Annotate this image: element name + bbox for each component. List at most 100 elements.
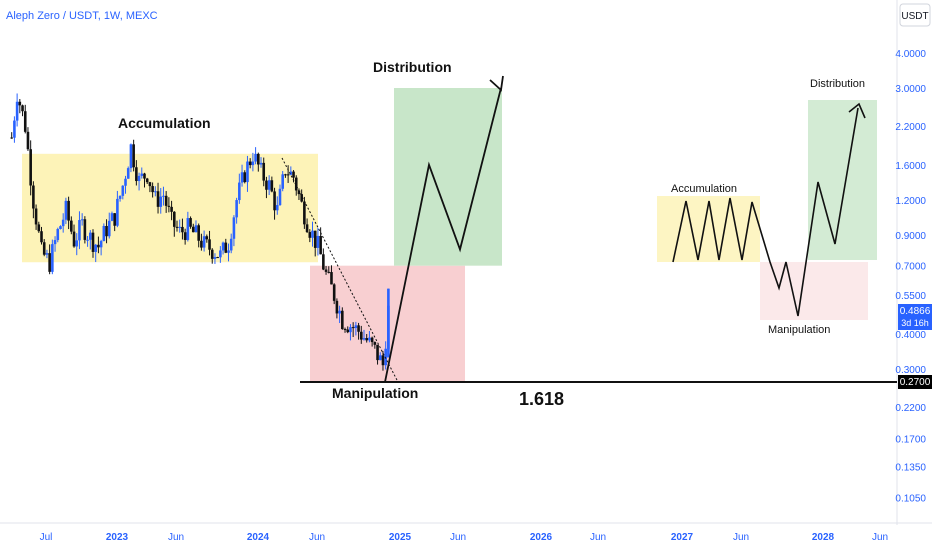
candle-body bbox=[238, 182, 241, 201]
candle-body bbox=[246, 161, 249, 183]
candle-body bbox=[289, 171, 293, 175]
price-tick-label: 0.1700 bbox=[895, 434, 926, 445]
candle-body bbox=[213, 257, 217, 259]
time-tick-label: 2026 bbox=[530, 532, 553, 543]
candle-body bbox=[224, 242, 228, 253]
price-tick-label: 0.4000 bbox=[895, 330, 926, 341]
time-tick-label: Jun bbox=[872, 532, 888, 543]
candle-body bbox=[335, 300, 339, 314]
candle-body bbox=[384, 348, 387, 366]
candle-body bbox=[148, 182, 152, 187]
candle-body bbox=[51, 244, 54, 272]
price-axis[interactable]: 4.0000 3.0000 2.2000 1.6000 1.2000 0.9000 0.70… bbox=[895, 49, 926, 504]
candle-body bbox=[216, 257, 219, 259]
candle-body bbox=[83, 219, 87, 240]
candle-body bbox=[251, 161, 255, 166]
candle-body bbox=[313, 230, 317, 248]
price-tick-label: 0.7000 bbox=[895, 262, 926, 273]
candle-body bbox=[202, 236, 206, 248]
candle-body bbox=[232, 217, 236, 239]
time-tick-label: Jun bbox=[450, 532, 466, 543]
time-axis[interactable]: Jul 2023 Jun 2024 Jun 2025 Jun 2026 Jun 2027 Jun 20… bbox=[40, 532, 888, 543]
time-tick-label: 2023 bbox=[106, 532, 129, 543]
candle-body bbox=[15, 101, 19, 121]
candle-body bbox=[172, 211, 176, 227]
candle-body bbox=[140, 173, 144, 176]
schematic-manipulation-box bbox=[760, 262, 868, 320]
projection-path bbox=[384, 87, 502, 383]
schematic-path bbox=[672, 107, 859, 317]
candle-body bbox=[370, 337, 374, 343]
candle-body bbox=[284, 174, 287, 176]
candle-body bbox=[105, 225, 108, 237]
candle-body bbox=[259, 162, 263, 165]
candle-body bbox=[297, 190, 301, 195]
candle-body bbox=[137, 175, 141, 182]
candle-body bbox=[349, 327, 352, 333]
candle-body bbox=[70, 220, 73, 232]
candle-body bbox=[56, 229, 60, 241]
candle-body bbox=[197, 225, 200, 241]
candle-body bbox=[248, 161, 252, 166]
candle-body bbox=[376, 344, 379, 361]
candle-body bbox=[42, 242, 46, 255]
candle-body bbox=[270, 180, 274, 192]
candle-body bbox=[97, 244, 100, 248]
price-tick-label: 0.5500 bbox=[895, 291, 926, 302]
support-price-value: 0.2700 bbox=[900, 377, 931, 388]
price-tick-label: 3.0000 bbox=[895, 84, 926, 95]
candle-body bbox=[167, 205, 171, 207]
candle-body bbox=[378, 355, 382, 361]
candle-body bbox=[357, 325, 360, 332]
candle-body bbox=[143, 173, 146, 179]
candle-body bbox=[154, 191, 157, 193]
candle-body bbox=[145, 178, 149, 183]
schematic-distribution-box bbox=[808, 100, 877, 260]
candle-body bbox=[338, 310, 341, 314]
candle-body bbox=[181, 226, 184, 233]
candle-body bbox=[53, 240, 57, 245]
candle-body bbox=[78, 220, 81, 241]
candle-body bbox=[118, 195, 122, 199]
candle-body bbox=[332, 284, 336, 301]
time-tick-label: Jun bbox=[590, 532, 606, 543]
candle-body bbox=[205, 236, 209, 240]
candle-body bbox=[387, 288, 390, 358]
currency-button[interactable]: USDT bbox=[899, 3, 931, 27]
candle-body bbox=[26, 131, 30, 150]
candle-body bbox=[229, 238, 233, 251]
candle-body bbox=[381, 355, 385, 366]
candle-body bbox=[75, 240, 79, 247]
time-tick-label: 2025 bbox=[389, 532, 412, 543]
fib-level-label: 1.618 bbox=[519, 389, 564, 409]
price-tick-label: 0.3000 bbox=[895, 365, 926, 376]
candle-body bbox=[99, 241, 103, 248]
price-tick-label: 0.9000 bbox=[895, 231, 926, 242]
schematic: Accumulation Manipulation Distribution bbox=[657, 78, 877, 336]
currency-button-label: USDT bbox=[901, 11, 928, 22]
candle-body bbox=[194, 225, 198, 233]
candle-body bbox=[48, 253, 51, 272]
price-tick-label: 0.1350 bbox=[895, 463, 926, 474]
candle-body bbox=[159, 196, 163, 207]
candle-body bbox=[189, 218, 192, 227]
candle-body bbox=[200, 240, 203, 248]
candle-body bbox=[273, 191, 276, 211]
support-price-badge: 0.2700 bbox=[898, 375, 932, 389]
price-tick-label: 4.0000 bbox=[895, 49, 926, 60]
candle-body bbox=[21, 105, 24, 112]
candle-body bbox=[102, 225, 106, 242]
candle-body bbox=[354, 325, 358, 328]
candle-body bbox=[126, 168, 130, 179]
time-tick-label: Jul bbox=[40, 532, 53, 543]
candle-body bbox=[183, 232, 187, 240]
time-tick-label: Jun bbox=[168, 532, 184, 543]
candle-body bbox=[186, 218, 190, 240]
candle-body bbox=[124, 178, 127, 186]
candle-body bbox=[61, 219, 65, 227]
candle-body bbox=[88, 232, 92, 240]
zone-distribution bbox=[394, 88, 502, 266]
candle-body bbox=[265, 180, 268, 190]
candle-body bbox=[135, 167, 138, 182]
